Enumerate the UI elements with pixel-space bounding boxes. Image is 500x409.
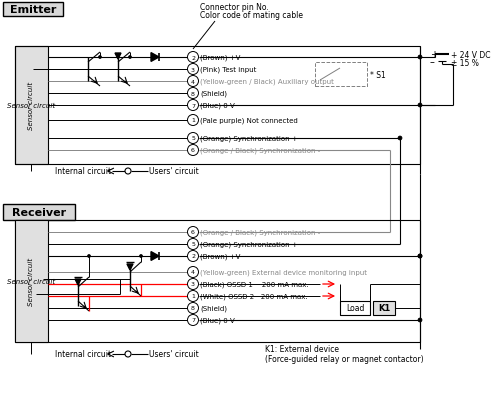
Bar (15, 220, 420, 342)
Text: 4: 4 (191, 79, 195, 84)
Text: ± 15 %: ± 15 % (451, 58, 479, 67)
Polygon shape (115, 54, 121, 60)
Text: (White) OSSD 2   200 mA max.: (White) OSSD 2 200 mA max. (200, 293, 308, 299)
Text: 8: 8 (191, 91, 195, 96)
Text: (Brown) +V: (Brown) +V (200, 55, 240, 61)
Circle shape (188, 52, 198, 63)
Circle shape (88, 255, 90, 258)
Text: (Yellow-green / Black) Auxiliary output: (Yellow-green / Black) Auxiliary output (200, 79, 334, 85)
Text: 7: 7 (191, 103, 195, 108)
Bar (3, 204, 75, 220)
Polygon shape (151, 252, 159, 261)
Text: (Shield): (Shield) (200, 305, 227, 312)
Circle shape (188, 145, 198, 156)
Text: (Yellow-green) External device monitoring input: (Yellow-green) External device monitorin… (200, 269, 367, 276)
Circle shape (188, 239, 198, 250)
Polygon shape (75, 279, 81, 285)
Text: (Black) OSSD 1    200 mA max.: (Black) OSSD 1 200 mA max. (200, 281, 308, 288)
Text: 3: 3 (191, 282, 195, 287)
Circle shape (188, 267, 198, 278)
Bar (3, 3, 63, 17)
Text: Internal circuit: Internal circuit (55, 167, 111, 176)
Text: 1: 1 (191, 294, 195, 299)
Circle shape (188, 251, 198, 262)
Text: (Orange) Synchronization +: (Orange) Synchronization + (200, 135, 298, 142)
Circle shape (125, 351, 131, 357)
Circle shape (398, 137, 402, 141)
Text: 4: 4 (191, 270, 195, 275)
Circle shape (188, 115, 198, 126)
Circle shape (418, 254, 422, 258)
Bar (340, 301, 370, 315)
Text: 2: 2 (191, 55, 195, 61)
Text: (Pink) Test input: (Pink) Test input (200, 67, 256, 73)
Circle shape (188, 88, 198, 99)
Polygon shape (127, 264, 133, 270)
Circle shape (188, 76, 198, 87)
Text: (Blue) 0 V: (Blue) 0 V (200, 103, 235, 109)
Text: Color code of mating cable: Color code of mating cable (200, 11, 303, 20)
Circle shape (98, 56, 102, 59)
Circle shape (188, 279, 198, 290)
Text: (Shield): (Shield) (200, 90, 227, 97)
Circle shape (188, 100, 198, 111)
Text: Sensor circuit: Sensor circuit (7, 278, 55, 284)
Text: Sensor circuit: Sensor circuit (7, 103, 55, 109)
Bar (373, 301, 395, 315)
Text: 6: 6 (191, 230, 195, 235)
Text: * S1: * S1 (370, 70, 386, 79)
Circle shape (140, 255, 142, 258)
Text: 6: 6 (191, 148, 195, 153)
Text: 5: 5 (191, 136, 195, 141)
Polygon shape (151, 54, 159, 62)
Circle shape (418, 104, 422, 108)
Circle shape (188, 64, 198, 75)
Bar (15, 47, 420, 164)
Text: (Blue) 0 V: (Blue) 0 V (200, 317, 235, 324)
Circle shape (188, 133, 198, 144)
Text: 7: 7 (191, 318, 195, 323)
Circle shape (188, 303, 198, 314)
Text: Users' circuit: Users' circuit (149, 167, 199, 176)
Circle shape (418, 318, 422, 322)
Text: 2: 2 (191, 254, 195, 259)
Circle shape (188, 315, 198, 326)
Bar (15, 47, 48, 164)
Text: K1: External device: K1: External device (265, 345, 339, 354)
Text: (Orange) Synchronization +: (Orange) Synchronization + (200, 241, 298, 247)
Text: (Orange / Black) Synchronization -: (Orange / Black) Synchronization - (200, 147, 320, 154)
Text: Emitter: Emitter (10, 5, 56, 15)
Text: (Force-guided relay or magnet contactor): (Force-guided relay or magnet contactor) (265, 355, 424, 364)
Circle shape (418, 254, 422, 258)
Text: (Brown) +V: (Brown) +V (200, 253, 240, 260)
Text: Internal circuit: Internal circuit (55, 350, 111, 359)
Circle shape (128, 56, 132, 59)
Circle shape (125, 169, 131, 175)
Text: K1: K1 (378, 304, 390, 313)
Text: Receiver: Receiver (12, 207, 66, 218)
Text: (Pale purple) Not connected: (Pale purple) Not connected (200, 117, 298, 124)
Text: 8: 8 (191, 306, 195, 311)
Circle shape (188, 227, 198, 238)
Circle shape (188, 291, 198, 302)
Circle shape (418, 56, 422, 60)
Bar (15, 220, 48, 342)
Text: Connector pin No.: Connector pin No. (200, 4, 269, 12)
Text: Load: Load (346, 304, 364, 313)
Bar (315, 63, 367, 87)
Text: Users' circuit: Users' circuit (149, 350, 199, 359)
Text: 1: 1 (191, 118, 195, 123)
Text: 5: 5 (191, 242, 195, 247)
Text: Sensor circuit: Sensor circuit (28, 82, 34, 130)
Text: + 24 V DC: + 24 V DC (451, 50, 490, 59)
Text: Sensor circuit: Sensor circuit (28, 257, 34, 305)
Text: +: + (430, 50, 438, 60)
Text: (Orange / Black) Synchronization -: (Orange / Black) Synchronization - (200, 229, 320, 236)
Text: 3: 3 (191, 67, 195, 72)
Text: –: – (430, 57, 435, 67)
